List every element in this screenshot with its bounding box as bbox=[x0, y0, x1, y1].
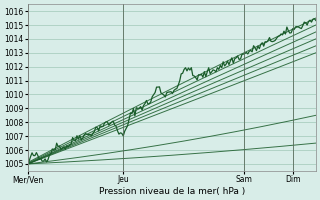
X-axis label: Pression niveau de la mer( hPa ): Pression niveau de la mer( hPa ) bbox=[99, 187, 245, 196]
